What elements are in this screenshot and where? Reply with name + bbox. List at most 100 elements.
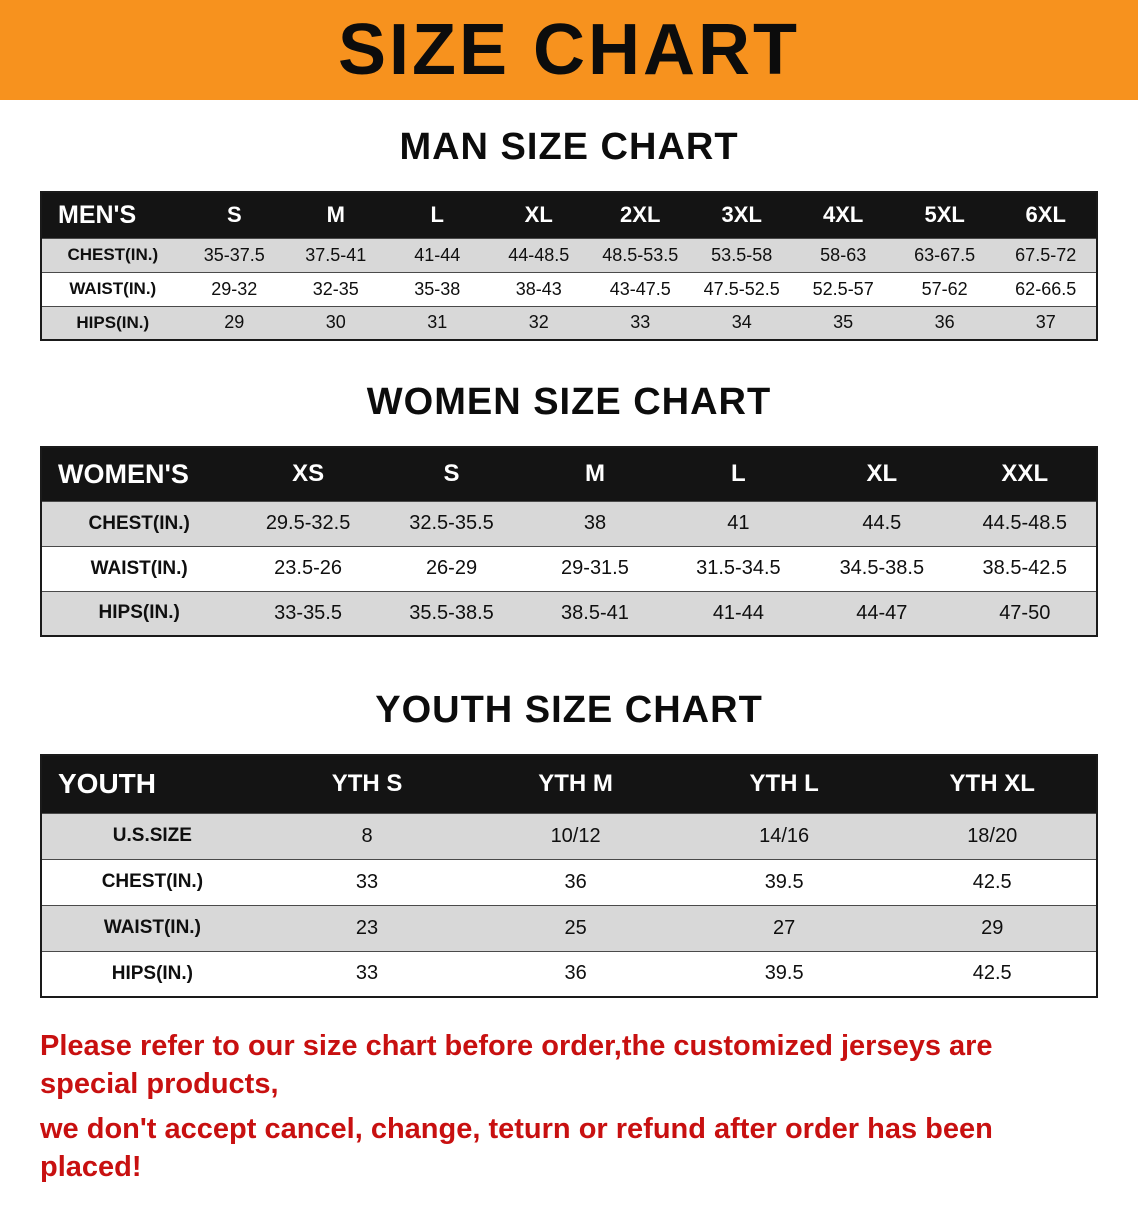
row-label: U.S.SIZE [41, 812, 263, 859]
size-value: 23.5-26 [236, 545, 380, 591]
table-row: CHEST(IN.) 35-37.5 37.5-41 41-44 44-48.5 48.5… [41, 237, 1097, 272]
table-row: CHEST(IN.) 33 36 39.5 42.5 [41, 858, 1097, 905]
size-value: 39.5 [679, 858, 889, 905]
size-value: 29 [183, 305, 286, 340]
size-chart-banner: SIZE CHART [0, 0, 1138, 100]
size-value: 43-47.5 [589, 271, 691, 306]
size-value: 33-35.5 [236, 590, 380, 636]
size-column-header: S [379, 447, 524, 501]
size-value: 41-44 [386, 237, 488, 272]
table-row: HIPS(IN.) 29 30 31 32 33 34 35 36 37 [41, 305, 1097, 340]
size-value: 18/20 [888, 812, 1097, 859]
size-value: 38.5-41 [523, 590, 667, 636]
row-label: CHEST(IN.) [41, 858, 263, 905]
size-value: 48.5-53.5 [589, 237, 691, 272]
size-value: 44-47 [810, 590, 954, 636]
youth-size-section: YOUTH SIZE CHART YOUTH YTH S YTH M YTH L YTH… [0, 689, 1138, 998]
size-value: 57-62 [893, 271, 996, 306]
size-value: 33 [262, 858, 472, 905]
size-value: 32-35 [285, 271, 387, 306]
table-header-row: WOMEN'S XS S M L XL XXL [41, 447, 1097, 501]
table-row: HIPS(IN.) 33-35.5 35.5-38.5 38.5-41 41-44 44-… [41, 590, 1097, 636]
size-value: 52.5-57 [792, 271, 894, 306]
row-label: WAIST(IN.) [41, 904, 263, 951]
size-value: 30 [285, 305, 387, 340]
size-column-header: XXL [953, 447, 1097, 501]
size-value: 35-37.5 [183, 237, 286, 272]
disclaimer-line-1: Please refer to our size chart before or… [40, 1030, 993, 1100]
size-value: 32 [488, 305, 590, 340]
size-value: 44.5 [810, 500, 954, 546]
size-column-header: M [523, 447, 667, 501]
women-size-table: WOMEN'S XS S M L XL XXL CHEST(IN.) 29.5-32.5 32.5… [40, 446, 1098, 637]
size-column-header: L [666, 447, 811, 501]
size-value: 38 [523, 500, 667, 546]
size-value: 67.5-72 [995, 237, 1097, 272]
table-group-header: MEN'S [41, 192, 184, 238]
row-label: WAIST(IN.) [41, 545, 237, 591]
size-value: 39.5 [679, 950, 889, 997]
size-value: 27 [679, 904, 889, 951]
youth-size-table: YOUTH YTH S YTH M YTH L YTH XL U.S.SIZE 8 10/12… [40, 754, 1098, 998]
size-value: 32.5-35.5 [379, 500, 524, 546]
size-column-header: M [285, 192, 387, 238]
man-size-heading: MAN SIZE CHART [399, 126, 739, 168]
size-value: 29.5-32.5 [236, 500, 380, 546]
size-value: 29-31.5 [523, 545, 667, 591]
size-value: 33 [589, 305, 691, 340]
table-row: WAIST(IN.) 23.5-26 26-29 29-31.5 31.5-34.5 34… [41, 545, 1097, 591]
man-size-table: MEN'S S M L XL 2XL 3XL 4XL 5XL 6XL CHEST(IN.) 35-37… [40, 191, 1098, 341]
size-value: 34.5-38.5 [810, 545, 954, 591]
row-label: HIPS(IN.) [41, 590, 237, 636]
size-column-header: 5XL [893, 192, 996, 238]
man-size-table-wrap: MEN'S S M L XL 2XL 3XL 4XL 5XL 6XL CHEST(IN.) 35-37… [0, 191, 1138, 341]
disclaimer-note: Please refer to our size chart before or… [0, 1028, 1138, 1215]
size-value: 31.5-34.5 [666, 545, 811, 591]
size-column-header: 4XL [792, 192, 894, 238]
row-label: WAIST(IN.) [41, 271, 184, 306]
disclaimer-line-2: we don't accept cancel, change, teturn o… [40, 1113, 993, 1184]
table-row: WAIST(IN.) 23 25 27 29 [41, 904, 1097, 951]
size-value: 10/12 [471, 812, 680, 859]
youth-size-heading: YOUTH SIZE CHART [375, 689, 763, 731]
table-header-row: YOUTH YTH S YTH M YTH L YTH XL [41, 755, 1097, 813]
table-row: WAIST(IN.) 29-32 32-35 35-38 38-43 43-47.5 47.… [41, 271, 1097, 306]
size-column-header: S [183, 192, 286, 238]
size-value: 38-43 [488, 271, 590, 306]
table-header-row: MEN'S S M L XL 2XL 3XL 4XL 5XL 6XL [41, 192, 1097, 238]
size-value: 41 [666, 500, 811, 546]
size-value: 34 [690, 305, 793, 340]
size-column-header: XL [810, 447, 954, 501]
size-value: 36 [471, 950, 680, 997]
size-value: 42.5 [888, 950, 1097, 997]
size-value: 37 [995, 305, 1097, 340]
size-column-header: YTH S [262, 755, 472, 813]
row-label: HIPS(IN.) [41, 950, 263, 997]
size-value: 36 [471, 858, 680, 905]
size-value: 25 [471, 904, 680, 951]
size-value: 33 [262, 950, 472, 997]
size-value: 47-50 [953, 590, 1097, 636]
size-value: 8 [262, 812, 472, 859]
size-column-header: L [386, 192, 488, 238]
size-value: 42.5 [888, 858, 1097, 905]
size-column-header: YTH L [679, 755, 889, 813]
size-value: 53.5-58 [690, 237, 793, 272]
size-value: 37.5-41 [285, 237, 387, 272]
table-group-header: WOMEN'S [41, 447, 237, 501]
table-row: HIPS(IN.) 33 36 39.5 42.5 [41, 950, 1097, 997]
page-title: SIZE CHART [338, 10, 800, 90]
size-value: 29 [888, 904, 1097, 951]
table-group-header: YOUTH [41, 755, 263, 813]
youth-size-table-wrap: YOUTH YTH S YTH M YTH L YTH XL U.S.SIZE 8 10/12… [0, 754, 1138, 998]
size-column-header: 2XL [589, 192, 691, 238]
size-value: 44.5-48.5 [953, 500, 1097, 546]
size-value: 63-67.5 [893, 237, 996, 272]
size-value: 35.5-38.5 [379, 590, 524, 636]
size-value: 23 [262, 904, 472, 951]
size-value: 26-29 [379, 545, 524, 591]
size-value: 29-32 [183, 271, 286, 306]
size-value: 36 [893, 305, 996, 340]
row-label: CHEST(IN.) [41, 237, 184, 272]
